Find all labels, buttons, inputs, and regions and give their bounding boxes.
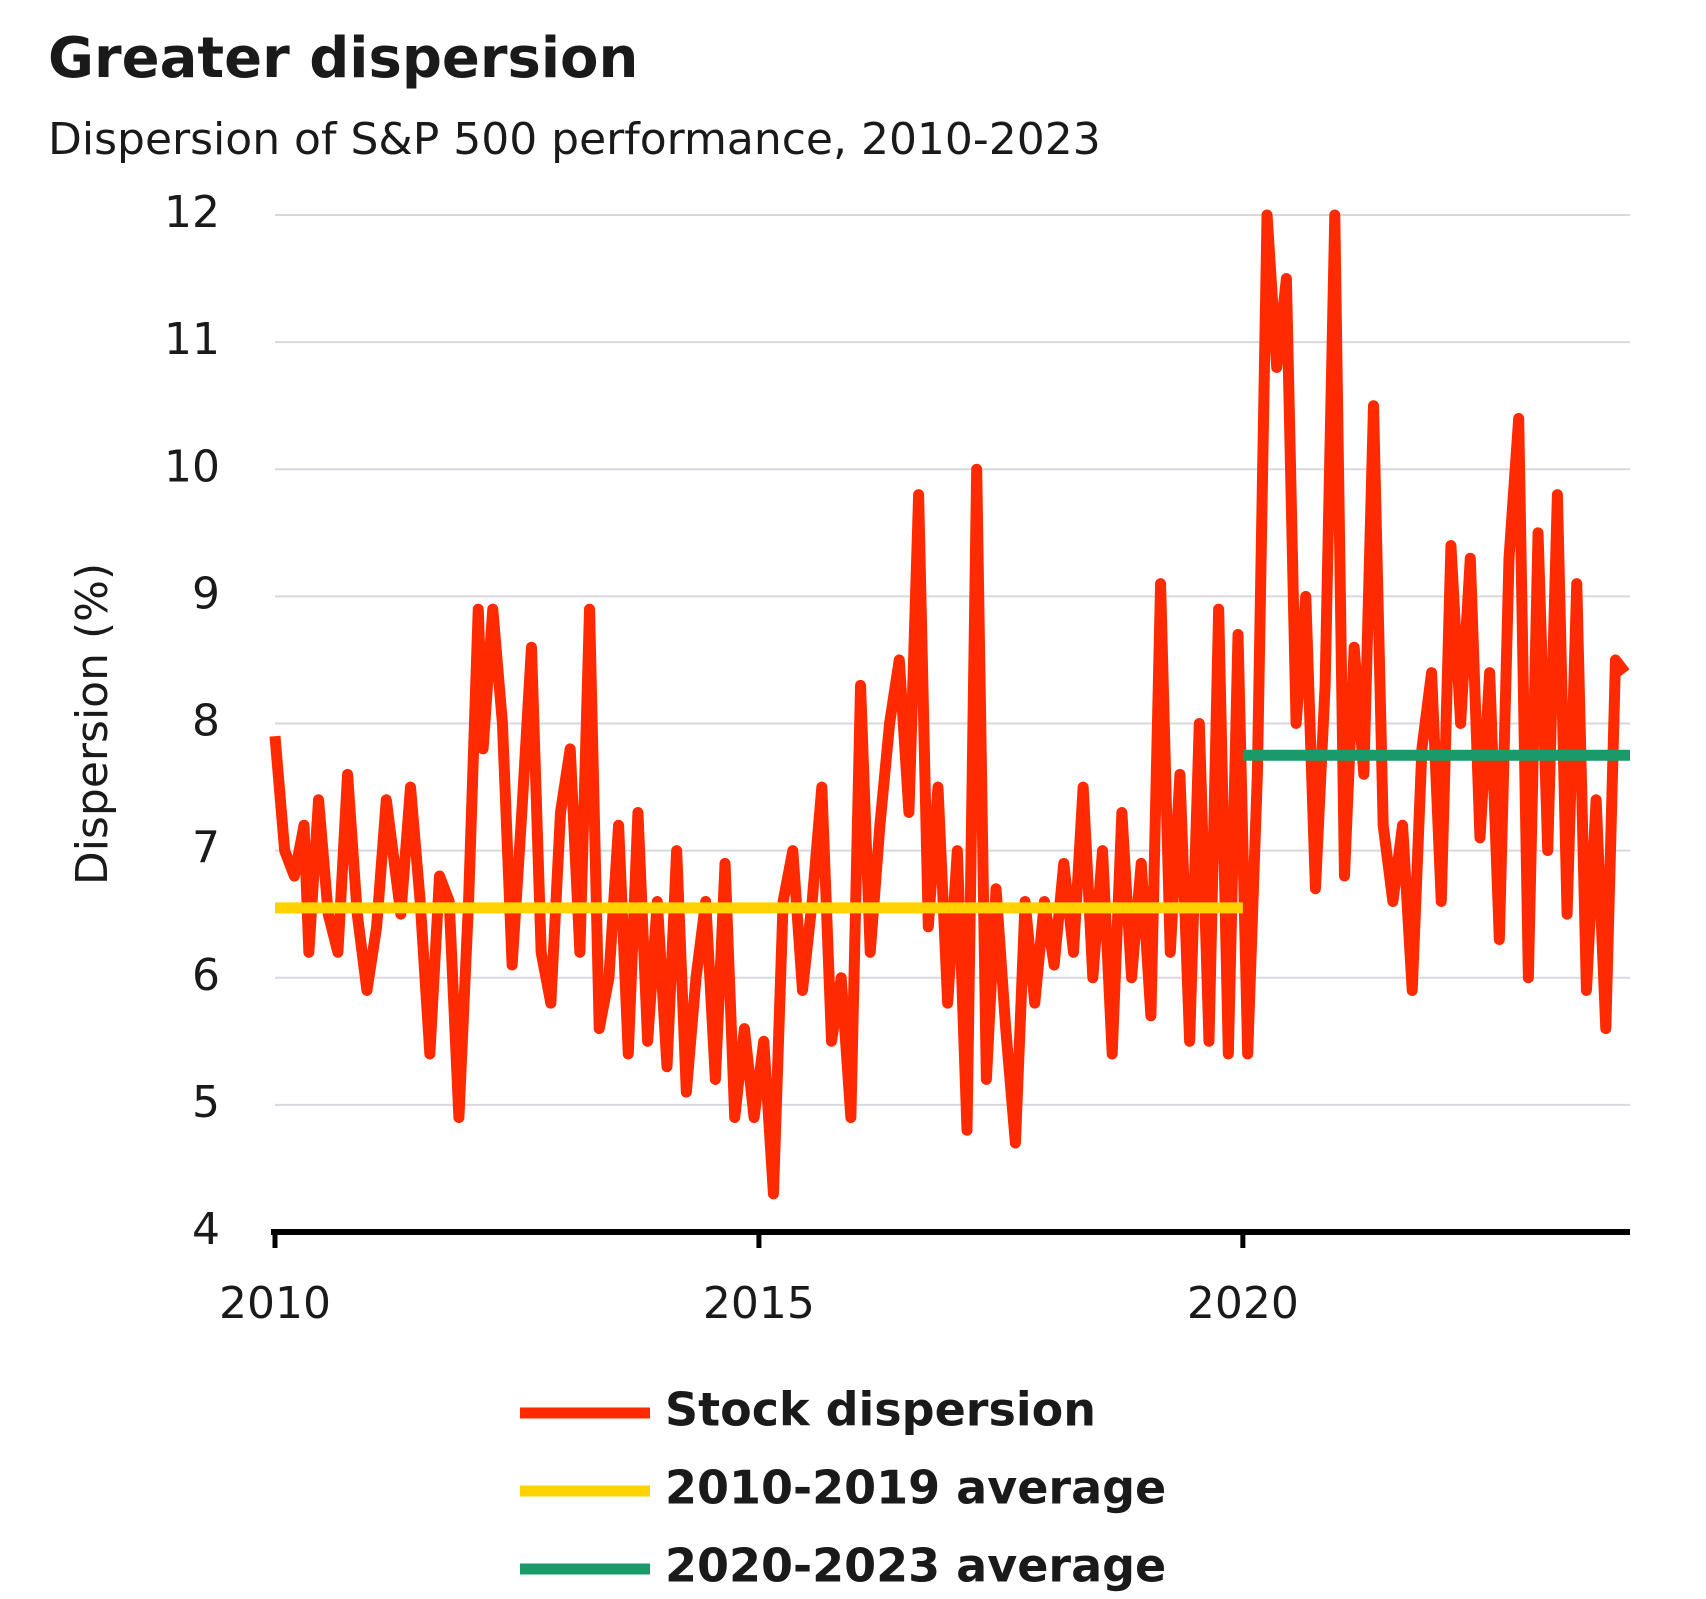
x-tick-label: 2020 [1187, 1278, 1299, 1329]
y-tick-label: 6 [192, 950, 220, 1001]
legend-label: Stock dispersion [665, 1383, 1096, 1437]
chart-subtitle: Dispersion of S&P 500 performance, 2010-… [48, 114, 1101, 165]
y-tick-label: 11 [164, 314, 220, 365]
y-tick-label: 5 [192, 1077, 220, 1128]
legend-label: 2010-2019 average [665, 1461, 1166, 1515]
chart-title: Greater dispersion [48, 26, 638, 91]
y-tick-label: 9 [192, 568, 220, 619]
y-tick-label: 7 [192, 823, 220, 874]
y-tick-label: 4 [192, 1204, 220, 1255]
y-tick-label: 8 [192, 696, 220, 747]
y-tick-label: 10 [164, 441, 220, 492]
y-tick-label: 12 [164, 187, 220, 238]
legend-label: 2020-2023 average [665, 1539, 1166, 1593]
x-tick-label: 2010 [219, 1278, 331, 1329]
x-tick-label: 2015 [703, 1278, 815, 1329]
series-line [269, 209, 1630, 1200]
y-axis-label: Dispersion (%) [67, 563, 118, 885]
